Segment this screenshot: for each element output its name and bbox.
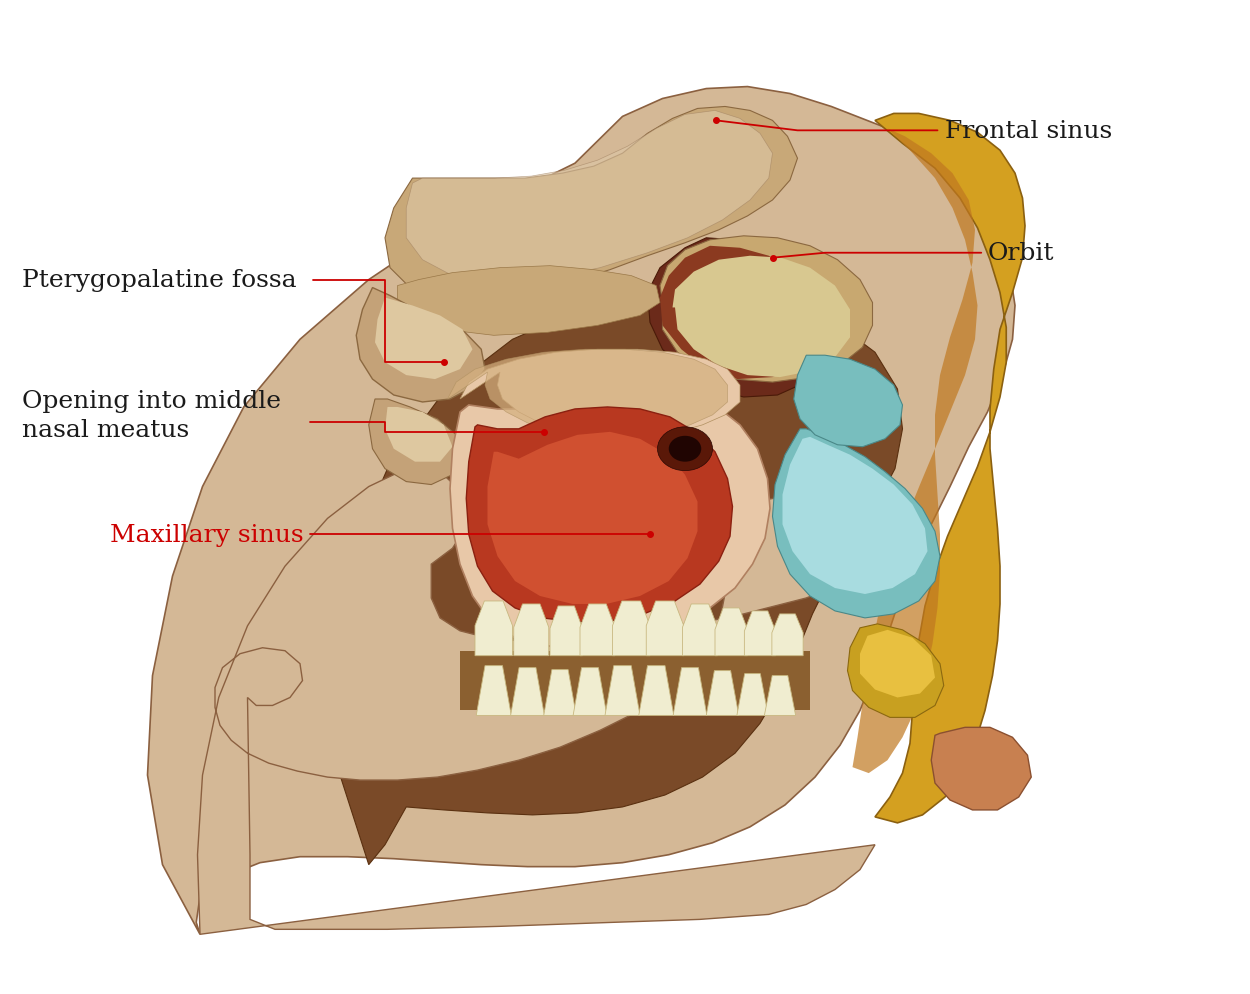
Polygon shape bbox=[765, 676, 796, 716]
Polygon shape bbox=[648, 239, 831, 398]
Polygon shape bbox=[674, 668, 707, 716]
Polygon shape bbox=[448, 350, 728, 439]
Polygon shape bbox=[605, 666, 640, 716]
Polygon shape bbox=[550, 606, 582, 656]
Polygon shape bbox=[646, 601, 684, 656]
Text: Pterygopalatine fossa: Pterygopalatine fossa bbox=[22, 268, 298, 292]
Polygon shape bbox=[466, 408, 732, 622]
Polygon shape bbox=[406, 111, 772, 283]
Text: Orbit: Orbit bbox=[988, 242, 1054, 265]
Polygon shape bbox=[148, 87, 1015, 934]
Polygon shape bbox=[660, 247, 822, 380]
Polygon shape bbox=[875, 114, 1025, 823]
Polygon shape bbox=[331, 293, 902, 865]
Polygon shape bbox=[745, 611, 775, 656]
Polygon shape bbox=[612, 601, 650, 656]
Polygon shape bbox=[782, 437, 928, 594]
Polygon shape bbox=[488, 432, 698, 604]
Circle shape bbox=[658, 427, 712, 471]
Polygon shape bbox=[450, 388, 770, 648]
Polygon shape bbox=[198, 467, 875, 934]
Polygon shape bbox=[369, 400, 462, 485]
Circle shape bbox=[669, 436, 701, 462]
Polygon shape bbox=[476, 666, 511, 716]
Polygon shape bbox=[682, 604, 717, 656]
Polygon shape bbox=[356, 288, 485, 403]
Polygon shape bbox=[475, 601, 512, 656]
Polygon shape bbox=[375, 298, 472, 380]
Polygon shape bbox=[853, 129, 978, 773]
Polygon shape bbox=[660, 237, 872, 383]
Polygon shape bbox=[639, 666, 674, 716]
Polygon shape bbox=[706, 671, 739, 716]
Text: Opening into middle
nasal meatus: Opening into middle nasal meatus bbox=[22, 390, 281, 441]
Text: Frontal sinus: Frontal sinus bbox=[945, 119, 1112, 143]
Polygon shape bbox=[738, 674, 768, 716]
Polygon shape bbox=[715, 608, 747, 656]
Polygon shape bbox=[460, 651, 810, 711]
Polygon shape bbox=[848, 624, 944, 718]
Polygon shape bbox=[544, 670, 576, 716]
Polygon shape bbox=[385, 408, 452, 462]
Polygon shape bbox=[931, 728, 1031, 810]
Polygon shape bbox=[580, 604, 615, 656]
Polygon shape bbox=[514, 604, 549, 656]
Polygon shape bbox=[772, 429, 940, 618]
Polygon shape bbox=[510, 668, 545, 716]
Polygon shape bbox=[572, 668, 608, 716]
Polygon shape bbox=[772, 614, 804, 656]
Polygon shape bbox=[794, 356, 902, 447]
Polygon shape bbox=[460, 350, 740, 439]
Polygon shape bbox=[860, 630, 935, 698]
Polygon shape bbox=[385, 107, 798, 298]
Polygon shape bbox=[398, 266, 660, 336]
Polygon shape bbox=[672, 256, 850, 378]
Text: Maxillary sinus: Maxillary sinus bbox=[110, 523, 304, 547]
